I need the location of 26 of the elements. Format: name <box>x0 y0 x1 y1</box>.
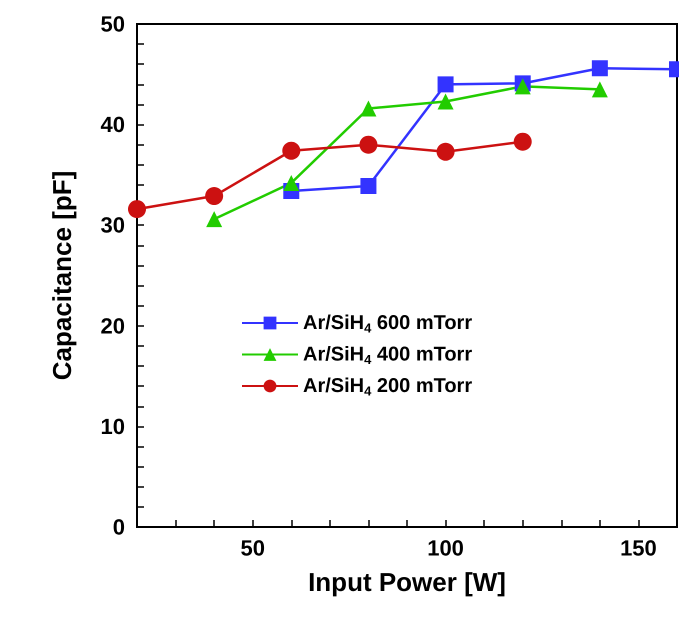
point <box>438 76 454 92</box>
y-tick-label: 0 <box>112 514 125 540</box>
point <box>128 200 146 218</box>
y-tick-label: 10 <box>100 414 125 439</box>
x-tick-label: 50 <box>240 536 265 560</box>
point <box>514 78 531 94</box>
y-tick-label: 20 <box>100 313 125 338</box>
x-tick-label: 100 <box>427 536 464 560</box>
y-axis-title: Capacitance [pF] <box>47 170 77 380</box>
point <box>436 142 455 161</box>
point <box>514 132 532 151</box>
x-axis-title: Input Power [W] <box>308 567 506 597</box>
point <box>206 211 222 228</box>
point <box>592 81 608 98</box>
point <box>282 142 300 160</box>
point <box>360 100 376 117</box>
point <box>283 174 300 191</box>
y-tick-label: 50 <box>100 12 125 36</box>
point <box>359 136 378 154</box>
y-tick-label: 30 <box>100 212 125 238</box>
y-tick-label: 40 <box>100 112 125 138</box>
point <box>438 93 454 110</box>
point <box>205 187 224 206</box>
point <box>360 178 376 194</box>
point <box>592 60 608 76</box>
x-tick-label: 150 <box>620 536 657 560</box>
